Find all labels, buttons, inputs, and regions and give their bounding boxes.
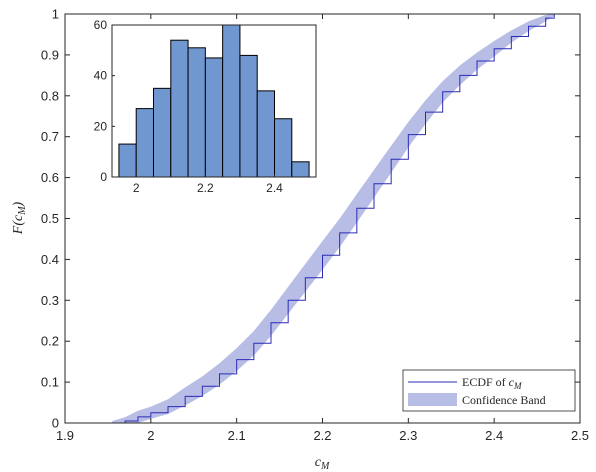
- y-tick-label: 0.5: [41, 211, 59, 226]
- ecdf-line-layer: [112, 14, 555, 424]
- x-tick-label: 2.5: [571, 428, 589, 443]
- inset-y-tick-label: 0: [100, 170, 107, 184]
- y-tick-label: 0.4: [41, 252, 59, 267]
- x-tick-label: 2: [147, 428, 154, 443]
- y-tick-label: 0.3: [41, 293, 59, 308]
- inset-x-tick-label: 2.2: [197, 181, 214, 195]
- y-axis-label: F(cM): [11, 201, 28, 235]
- histogram-bar: [222, 24, 241, 178]
- histogram-bar: [204, 57, 224, 178]
- histogram-bar: [274, 118, 293, 178]
- inset-x-tick-label: 2.4: [266, 181, 283, 195]
- y-tick-label: 0.1: [41, 375, 59, 390]
- inset-x-ticks: 2 2.2 2.4: [133, 174, 283, 195]
- legend-label-ecdf: ECDF of cM: [462, 375, 522, 391]
- y-tick-label: 0.6: [41, 170, 59, 185]
- x-tick-label: 2.1: [228, 428, 246, 443]
- inset-x-tick-label: 2: [133, 181, 140, 195]
- x-tick-label: 2.3: [399, 428, 417, 443]
- histogram-bar: [187, 47, 206, 178]
- x-tick-label: 2.4: [485, 428, 503, 443]
- histogram-bar: [135, 108, 154, 178]
- histogram-bar: [170, 39, 189, 178]
- ecdf-line: [112, 14, 555, 424]
- x-tick-label: 2.2: [313, 428, 331, 443]
- y-tick-label: 0.7: [41, 129, 59, 144]
- histogram-bar: [256, 90, 276, 178]
- inset-histogram: 2 2.2 2.4 0 20 40 60: [94, 18, 317, 195]
- legend-band-swatch: [408, 393, 457, 406]
- y-tick-label: 0.2: [41, 334, 59, 349]
- inset-y-tick-label: 20: [94, 119, 108, 133]
- y-tick-label: 0.9: [41, 47, 59, 62]
- legend-label-band: Confidence Band: [462, 393, 546, 407]
- legend: ECDF of cM Confidence Band: [402, 369, 576, 412]
- x-axis-label: cM: [315, 455, 330, 472]
- inset-y-ticks: 0 20 40 60: [94, 18, 115, 184]
- x-tick-label: 1.9: [56, 428, 74, 443]
- histogram-bar: [239, 54, 258, 178]
- y-axis-ticks: 0 0.1 0.2 0.3 0.4 0.5 0.6 0.7 0.8 0.9 1: [41, 7, 580, 431]
- inset-frame: [111, 24, 317, 178]
- inset-y-tick-label: 40: [94, 69, 108, 83]
- histogram-bar: [118, 143, 137, 178]
- inset-y-tick-label: 60: [94, 18, 108, 32]
- histogram-bar: [152, 87, 172, 178]
- histogram-bar: [291, 161, 310, 178]
- y-tick-label: 1: [52, 7, 59, 22]
- x-axis-ticks: 1.9 2 2.1 2.2 2.3 2.4 2.5: [56, 14, 589, 443]
- y-tick-label: 0: [52, 416, 59, 431]
- inset-bars: [118, 24, 310, 178]
- y-tick-label: 0.8: [41, 88, 59, 103]
